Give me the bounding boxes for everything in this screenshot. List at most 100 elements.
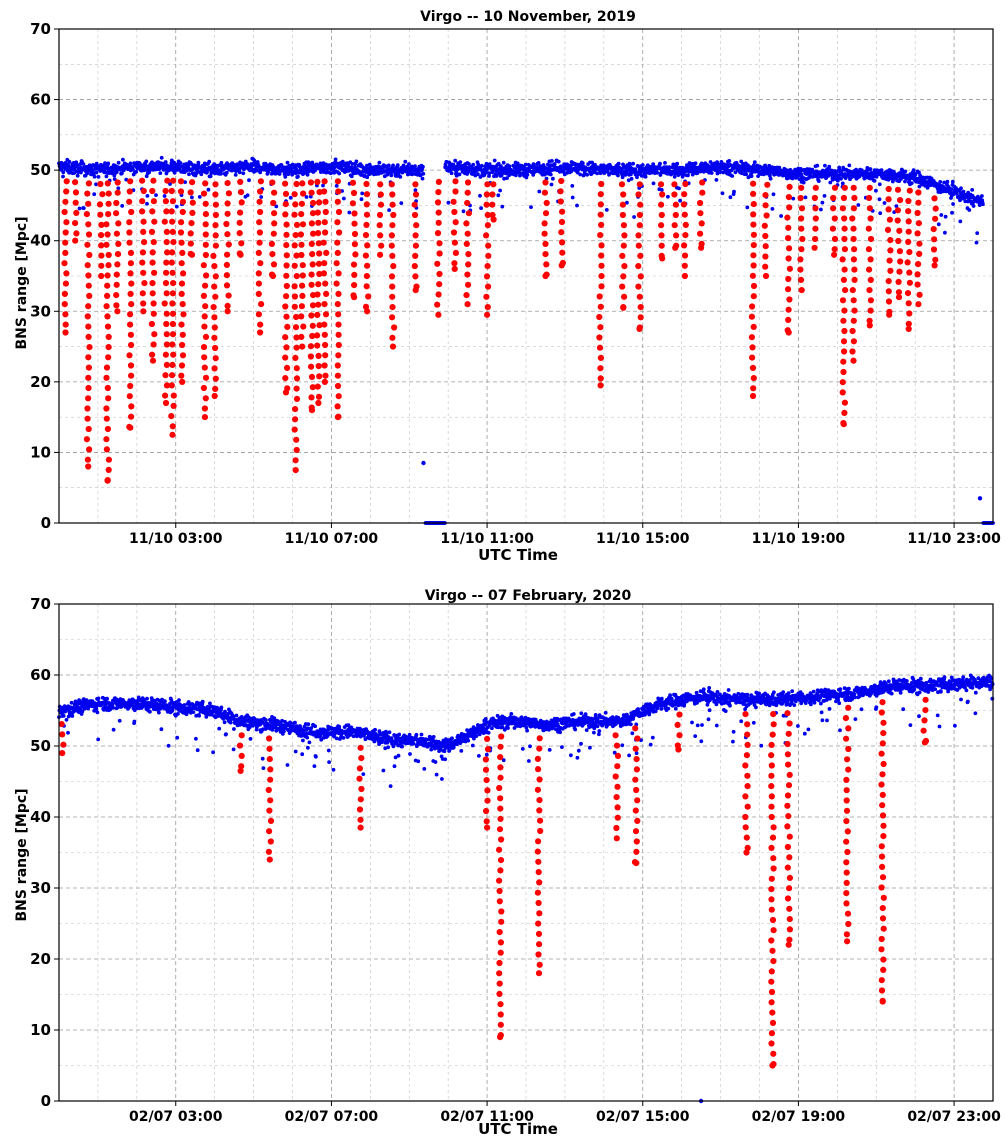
blue-point xyxy=(318,161,323,166)
x-tick-label: 11/10 19:00 xyxy=(752,531,846,547)
red-point xyxy=(128,301,135,308)
red-point xyxy=(557,188,564,195)
red-point xyxy=(897,197,904,204)
red-point xyxy=(484,311,491,318)
red-point xyxy=(464,179,472,186)
red-point xyxy=(113,292,120,299)
blue-point xyxy=(175,735,180,740)
red-point xyxy=(163,382,171,389)
red-point xyxy=(202,251,209,259)
red-point xyxy=(212,211,219,219)
blue-point xyxy=(221,716,226,721)
blue-point xyxy=(391,163,395,168)
red-point xyxy=(255,280,262,287)
red-point xyxy=(308,312,315,319)
blue-point xyxy=(917,170,921,175)
red-point xyxy=(365,293,372,300)
blue-point xyxy=(640,163,645,167)
blue-point xyxy=(293,720,297,725)
blue-point xyxy=(528,744,532,749)
red-point xyxy=(763,212,770,219)
red-point xyxy=(292,324,300,331)
red-point xyxy=(321,178,328,185)
red-point xyxy=(542,240,549,247)
red-point xyxy=(179,249,186,256)
red-point xyxy=(315,301,322,308)
red-point xyxy=(163,239,170,246)
red-point xyxy=(99,191,106,198)
red-point xyxy=(308,407,316,414)
red-point xyxy=(149,259,156,266)
blue-point xyxy=(578,172,583,177)
red-point xyxy=(886,311,893,318)
red-point xyxy=(103,241,110,248)
red-point xyxy=(867,215,874,222)
red-point xyxy=(749,392,757,400)
blue-point xyxy=(234,713,239,718)
red-point xyxy=(223,220,230,228)
red-point xyxy=(762,232,769,240)
red-point xyxy=(484,211,491,219)
red-point xyxy=(115,220,122,227)
red-point xyxy=(597,324,604,331)
red-point xyxy=(542,179,549,186)
red-point xyxy=(543,261,550,268)
red-point xyxy=(187,230,194,237)
red-point xyxy=(84,313,91,320)
red-point xyxy=(128,413,135,420)
blue-point xyxy=(677,186,681,191)
red-point xyxy=(620,222,628,229)
red-point xyxy=(885,278,892,285)
blue-point xyxy=(745,205,750,210)
red-point xyxy=(435,189,442,196)
red-point xyxy=(320,239,327,246)
x-tick-label: 11/10 23:00 xyxy=(907,531,1001,547)
blue-point xyxy=(672,174,677,179)
red-point xyxy=(211,365,218,372)
blue-point xyxy=(245,162,250,166)
red-point xyxy=(293,446,300,454)
y-tick-label: 70 xyxy=(30,595,51,613)
blue-point xyxy=(971,204,976,208)
red-point xyxy=(202,231,209,238)
blue-point xyxy=(194,736,198,741)
red-point xyxy=(840,338,848,345)
red-point xyxy=(178,260,185,267)
blue-point xyxy=(663,161,667,165)
blue-point xyxy=(483,717,488,721)
red-point xyxy=(558,177,565,185)
blue-point xyxy=(241,171,246,176)
red-point xyxy=(211,263,218,270)
red-point xyxy=(113,230,120,237)
red-point xyxy=(896,248,904,255)
red-point xyxy=(333,260,340,267)
blue-point xyxy=(411,741,416,746)
red-point xyxy=(930,246,938,253)
red-point xyxy=(83,436,90,443)
red-point xyxy=(200,262,207,269)
red-point xyxy=(257,178,264,185)
red-point xyxy=(177,188,185,195)
red-point xyxy=(321,188,328,195)
red-point xyxy=(212,222,219,229)
red-point xyxy=(293,313,300,321)
red-point xyxy=(84,262,91,269)
blue-point xyxy=(658,161,662,166)
red-point xyxy=(141,239,148,246)
red-point xyxy=(697,210,704,217)
blue-point xyxy=(289,166,294,171)
blue-point xyxy=(362,733,366,738)
red-point xyxy=(270,199,277,207)
blue-point xyxy=(756,174,760,179)
red-point xyxy=(62,229,69,236)
red-point xyxy=(150,341,157,348)
blue-point xyxy=(942,180,946,185)
red-point xyxy=(850,317,857,324)
blue-point xyxy=(306,745,310,750)
red-point xyxy=(785,275,792,283)
red-point xyxy=(85,425,92,433)
blue-point xyxy=(420,176,425,181)
blue-point xyxy=(828,180,833,185)
red-point xyxy=(139,259,146,266)
blue-point xyxy=(503,720,508,725)
